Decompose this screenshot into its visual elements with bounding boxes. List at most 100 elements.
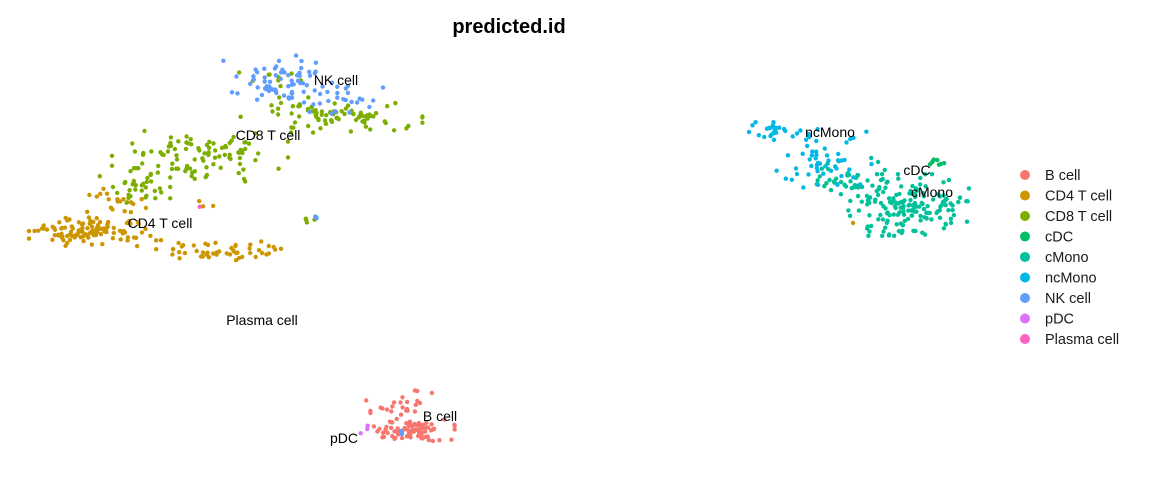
point-nk-cell: [271, 87, 276, 93]
point-nk-cell: [299, 65, 304, 71]
point-cd8-t-cell: [213, 148, 218, 153]
point-cd4-t-cell: [117, 228, 123, 233]
point-cd4-t-cell: [106, 219, 111, 225]
point-cd8-t-cell: [267, 72, 272, 77]
point-cd8-t-cell: [319, 109, 325, 114]
point-cmono: [894, 192, 899, 198]
point-cmono: [905, 216, 911, 222]
point-cmono: [838, 179, 844, 185]
point-cd8-t-cell: [127, 188, 132, 193]
point-cmono: [838, 192, 844, 197]
point-cmono: [934, 210, 939, 216]
point-cd4-t-cell: [125, 235, 131, 240]
point-nk-cell: [254, 70, 260, 75]
point-cmono: [847, 213, 853, 218]
point-ncmono: [844, 140, 849, 145]
point-cmono: [898, 205, 903, 210]
point-ncmono: [823, 164, 828, 169]
point-cd4-t-cell: [87, 231, 93, 236]
point-nk-cell: [347, 110, 352, 115]
point-cd4-t-cell: [86, 215, 92, 220]
point-cmono: [899, 230, 904, 236]
point-ncmono: [805, 143, 810, 149]
point-cmono: [882, 167, 887, 173]
point-cmono: [855, 193, 861, 199]
point-cmono: [901, 199, 906, 204]
point-cd4-t-cell: [36, 228, 41, 233]
point-ncmono: [822, 146, 827, 151]
point-cmono: [942, 198, 948, 203]
point-b-cell: [415, 398, 420, 404]
point-cd8-t-cell: [241, 167, 246, 172]
point-cd8-t-cell: [202, 151, 207, 156]
point-cmono: [909, 213, 914, 218]
legend-label-pdc: pDC: [1045, 312, 1074, 328]
point-cd4-t-cell: [128, 210, 134, 215]
point-cd4-t-cell: [200, 250, 206, 255]
point-cmono: [939, 203, 944, 208]
point-cmono: [876, 186, 882, 191]
point-nk-cell: [289, 78, 294, 83]
point-cd4-t-cell: [98, 191, 103, 196]
point-nk-cell: [263, 86, 269, 91]
point-nk-cell: [312, 88, 317, 93]
point-cmono: [922, 172, 928, 177]
point-cd8-t-cell: [310, 130, 316, 135]
point-cd4-t-cell: [56, 232, 61, 237]
point-b-cell: [368, 408, 373, 413]
point-ncmono: [762, 134, 767, 140]
point-cd8-t-cell: [165, 149, 171, 154]
point-ncmono: [813, 156, 818, 161]
point-cmono: [920, 230, 925, 235]
point-b-cell: [442, 417, 447, 422]
point-cd4-t-cell: [139, 230, 145, 235]
point-cd4-t-cell: [247, 246, 252, 251]
point-cmono: [855, 172, 860, 178]
point-b-cell: [429, 390, 435, 396]
point-cmono: [856, 208, 862, 213]
point-b-cell: [412, 409, 418, 414]
point-nk-cell: [274, 90, 279, 96]
point-cd8-t-cell: [343, 106, 349, 111]
point-cd8-t-cell: [237, 150, 242, 155]
legend-label-cd4-t-cell: CD4 T cell: [1045, 189, 1112, 205]
legend-label-plasma-cell: Plasma cell: [1045, 332, 1119, 348]
legend-key-cdc: [1020, 231, 1030, 242]
point-cd8-t-cell: [382, 119, 387, 124]
point-cmono: [924, 210, 929, 215]
point-cd8-t-cell: [237, 161, 243, 167]
point-nk-cell: [248, 81, 253, 87]
point-cmono: [899, 184, 904, 189]
point-cd8-t-cell: [133, 187, 138, 192]
point-cmono: [930, 197, 936, 202]
point-cd8-t-cell: [363, 124, 369, 129]
point-cd8-t-cell: [204, 165, 209, 170]
cluster-label-ncmono: ncMono: [805, 124, 855, 140]
point-cd8-t-cell: [126, 192, 131, 197]
point-cmono: [950, 207, 955, 213]
point-cd4-t-cell: [236, 255, 242, 261]
point-cd8-t-cell: [222, 152, 227, 158]
point-cmono: [869, 223, 874, 229]
point-nk-cell: [317, 101, 323, 106]
point-nk-cell: [281, 93, 287, 98]
point-b-cell: [398, 412, 404, 417]
point-cd4-t-cell: [89, 242, 95, 247]
point-cd4-t-cell: [248, 250, 253, 256]
point-cd4-t-cell: [67, 232, 73, 237]
cluster-label-nk-cell: NK cell: [314, 72, 358, 88]
point-cmono: [849, 186, 854, 191]
point-b-cell: [380, 430, 386, 435]
cluster-label-pdc: pDC: [330, 430, 358, 446]
point-cd8-t-cell: [155, 170, 160, 175]
point-cd4-t-cell: [217, 249, 222, 254]
point-cd8-t-cell: [123, 179, 128, 185]
point-b-cell: [407, 422, 412, 427]
point-pdc: [365, 426, 370, 432]
point-cd8-t-cell: [218, 165, 223, 170]
point-b-cell: [422, 429, 428, 434]
point-cd8-t-cell: [139, 188, 144, 193]
point-cd4-t-cell: [271, 244, 276, 250]
point-cd8-t-cell: [109, 163, 115, 168]
point-cd8-t-cell: [256, 151, 261, 156]
